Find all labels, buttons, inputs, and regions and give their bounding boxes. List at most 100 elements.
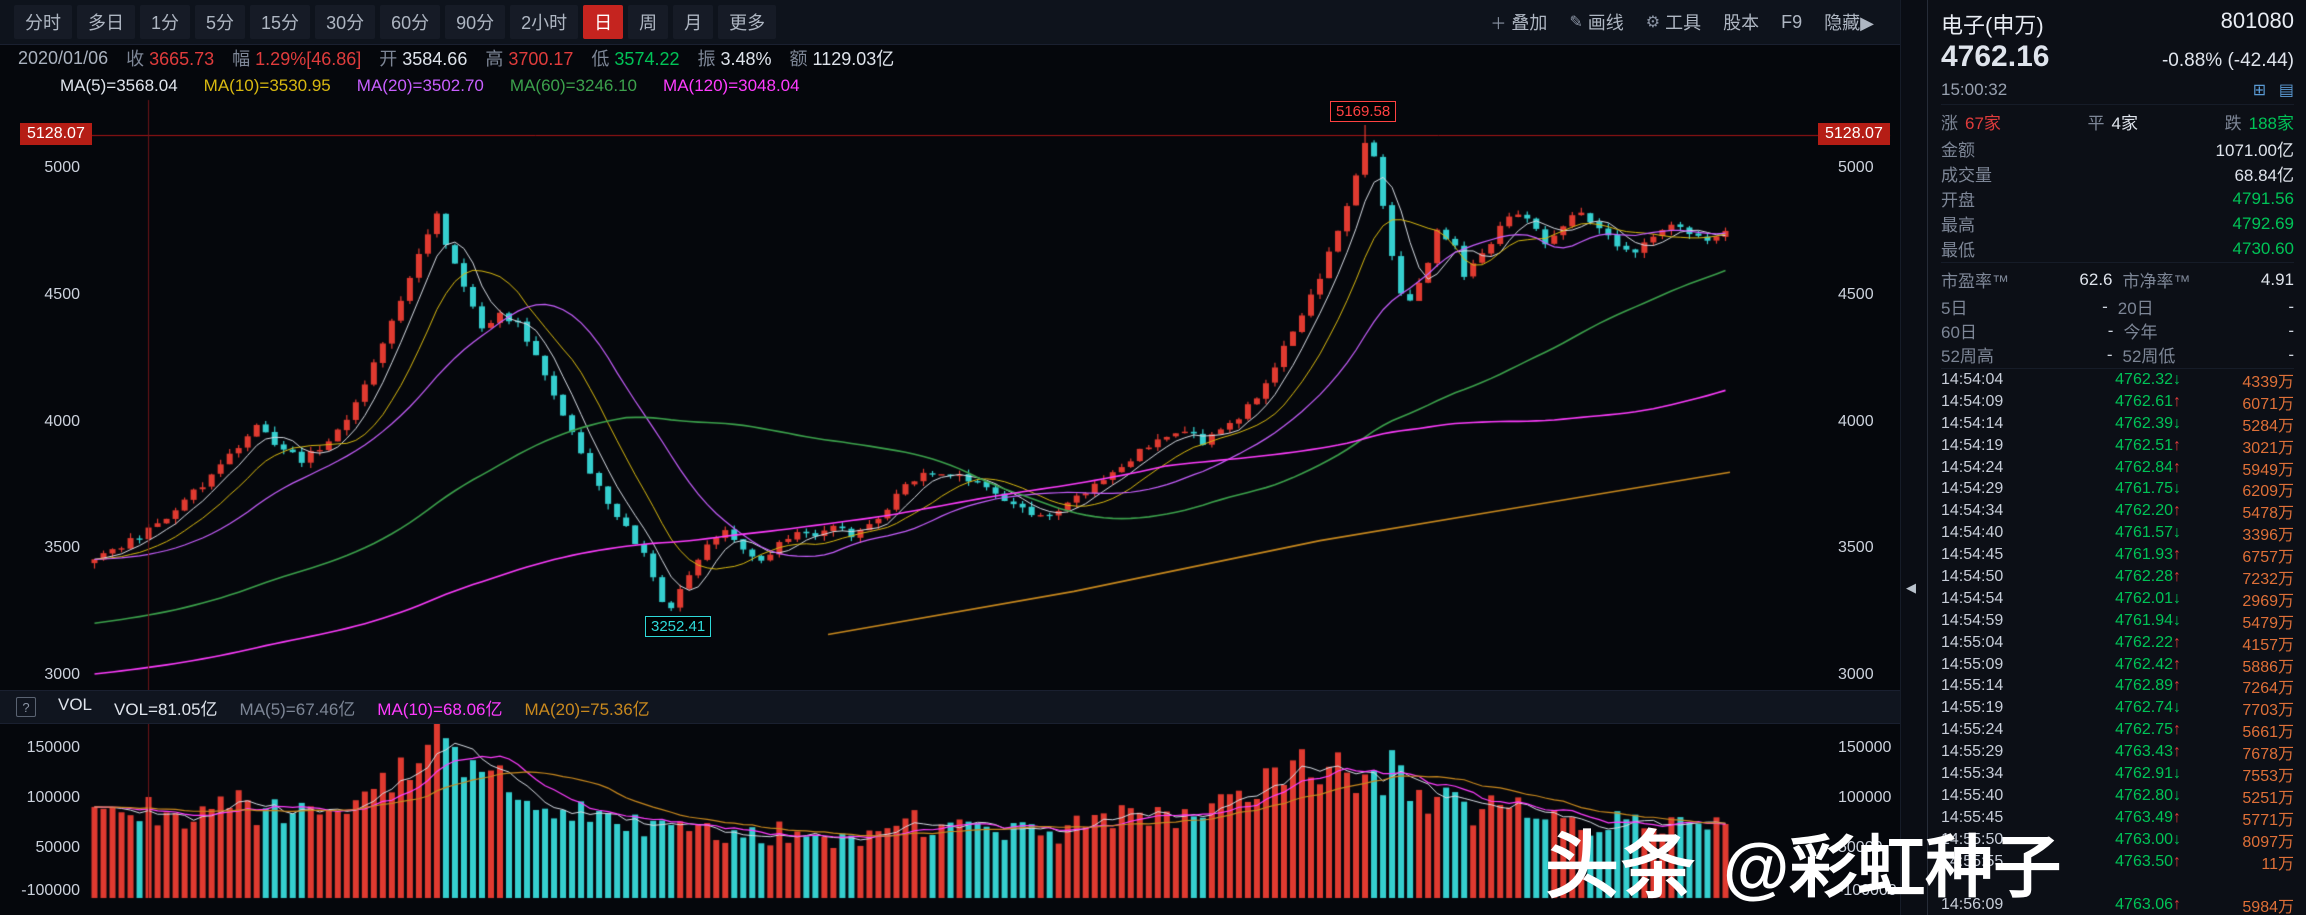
main-chart-canvas[interactable] [0, 0, 1900, 915]
tick-time: 14:54:59 [1941, 611, 2004, 629]
up-arrow-icon: ↑ [2173, 502, 2181, 520]
tab-1分[interactable]: 1分 [140, 5, 191, 39]
collapse-icon[interactable]: ◀ [1906, 580, 1916, 595]
quote-time: 15:00:32 [1941, 80, 2008, 99]
info-field-value: 3574.22 [614, 49, 680, 69]
tab-月[interactable]: 月 [673, 5, 714, 39]
volume-axis-label-right: -100000 [1838, 882, 1897, 899]
period-value: - [2102, 296, 2108, 316]
toolbar-button-label: 股本 [1723, 13, 1760, 33]
info-field-label: 高 [485, 49, 504, 69]
tick-price: 4762.61↑ [2041, 393, 2181, 411]
toolbar-button-F9[interactable]: F9 [1781, 12, 1802, 33]
top-toolbar: 分时 多日 1分 5分 15分 30分 60分 90分 2小时日周月更多 ＋叠加 ✎ 画线 ⚙ 工具 股本… [0, 0, 1900, 45]
tick-row: 14:55:24 4762.75↑ 5661万 [1941, 719, 2294, 741]
info-field-value: 1129.03亿 [812, 49, 895, 69]
stat-label: 最高 [1941, 216, 1975, 235]
period-label: 60日 [1941, 323, 1977, 342]
chart-mini-icon[interactable]: ⊞ [2252, 82, 2267, 99]
tick-row: 14:54:59 4761.94↓ 5479万 [1941, 610, 2294, 632]
tick-row: 14:55:14 4762.89↑ 7264万 [1941, 675, 2294, 697]
period-value: - [2288, 320, 2294, 340]
watermark-handle: @彩虹种子 [1723, 830, 2062, 906]
info-field-label: 幅 [232, 49, 251, 69]
info-field-value: 3700.17 [508, 49, 574, 69]
tick-price-text: 4761.57 [2115, 524, 2173, 542]
tick-price-text: 4762.75 [2115, 721, 2173, 739]
stat-row-最低: 最低 4730.60 [1941, 236, 2294, 261]
down-arrow-icon: ↓ [2173, 764, 2181, 782]
panel-icon-group: ⊞ ▤ [2245, 80, 2294, 100]
toolbar-button-股本[interactable]: 股本 [1723, 9, 1759, 35]
tick-price: 4762.01↓ [2041, 590, 2181, 608]
tick-price: 4762.75↑ [2041, 721, 2181, 739]
tab-15分[interactable]: 15分 [250, 5, 311, 39]
price-axis-label-right: 4000 [1838, 412, 1874, 430]
down-arrow-icon: ↓ [2173, 786, 2181, 804]
stat-label: 金额 [1941, 141, 1975, 160]
info-field-label: 低 [591, 49, 610, 69]
tick-row: 14:55:04 4762.22↑ 4157万 [1941, 632, 2294, 654]
tick-price-text: 4763.06 [2115, 896, 2173, 914]
period-label: 52周高 [1941, 347, 1994, 366]
up-arrow-icon: ↑ [2173, 655, 2181, 673]
tick-price: 4761.94↓ [2041, 612, 2181, 630]
instrument-code: 801080 [2220, 8, 2294, 33]
tick-time: 14:54:29 [1941, 480, 2004, 498]
tab-90分[interactable]: 90分 [445, 5, 506, 39]
tick-row: 14:54:34 4762.20↑ 5478万 [1941, 500, 2294, 522]
indicator-help-icon[interactable]: ? [16, 697, 36, 717]
volume-axis-label-right: 100000 [1838, 789, 1892, 806]
tab-30分[interactable]: 30分 [315, 5, 376, 39]
volume-axis-label-right: 150000 [1838, 739, 1892, 756]
tab-更多[interactable]: 更多 [718, 5, 777, 39]
tick-price-text: 4763.00 [2115, 830, 2173, 848]
tab-日[interactable]: 日 [583, 5, 624, 39]
tick-price-text: 4761.93 [2115, 546, 2173, 564]
panel-collapse-gutter[interactable]: ◀ [1900, 0, 1928, 915]
tick-volume: 5251万 [2242, 789, 2294, 807]
tick-price-text: 4762.61 [2115, 392, 2173, 410]
tick-list[interactable]: 14:54:04 4762.32↓ 4339万 14:54:09 4762.61↑ 607… [1941, 368, 2294, 915]
toolbar-button-画线[interactable]: ✎ 画线 [1569, 9, 1623, 35]
stats-table: 金额 1071.00亿 成交量 68.84亿 开盘 4791.56 最高 4792.69 最低 4… [1941, 136, 2294, 261]
tick-row: 14:55:50 4763.00↓ 8097万 [1941, 829, 2294, 851]
info-field-低: 低 3574.22 [591, 45, 679, 71]
toolbar-button-叠加[interactable]: ＋叠加 [1490, 9, 1547, 35]
price-axis-label-left: 5000 [44, 159, 80, 176]
period-label: 52周低 [2122, 347, 2176, 366]
tab-5分[interactable]: 5分 [195, 5, 246, 39]
tick-volume: 7264万 [2242, 680, 2294, 698]
toolbar-button-隐藏▶[interactable]: 隐藏▶ [1824, 9, 1874, 35]
stat-value: 4791.56 [2232, 188, 2294, 208]
tick-time: 14:55:24 [1941, 721, 2004, 739]
down-label: 跌 [2224, 113, 2242, 133]
tick-price-text: 4762.84 [2115, 458, 2173, 476]
stat-label: 成交量 [1941, 166, 1992, 185]
tick-price: 4762.20↑ [2041, 502, 2181, 520]
layout-icon[interactable]: ▤ [2278, 82, 2294, 99]
tick-price-text: 4761.94 [2115, 611, 2173, 629]
ma-legend-item: MA(120)=3048.04 [663, 76, 800, 95]
down-arrow-icon: ↓ [2173, 589, 2181, 607]
tick-time: 14:55:14 [1941, 677, 2004, 695]
tick-row: 14:55:34 4762.91↓ 7553万 [1941, 763, 2294, 785]
info-bar: 2020/01/06 收 3665.73 幅 1.29%[46.86] 开 3584.66… [0, 44, 1918, 72]
tab-2小时[interactable]: 2小时 [510, 5, 579, 39]
tab-周[interactable]: 周 [628, 5, 669, 39]
ref-price-label-left: 5128.07 [20, 123, 92, 145]
tick-row: 14:54:19 4762.51↑ 3021万 [1941, 435, 2294, 457]
tab-60分[interactable]: 60分 [380, 5, 441, 39]
tick-price: 4761.57↓ [2041, 524, 2181, 542]
toolbar-button-label: F9 [1781, 11, 1803, 32]
tick-time: 14:54:50 [1941, 567, 2004, 585]
tick-time: 14:55:29 [1941, 743, 2004, 761]
tab-多日[interactable]: 多日 [77, 5, 135, 39]
info-fields: 收 3665.73 幅 1.29%[46.86] 开 3584.66 高 3700.17 低 35… [126, 45, 894, 71]
watermark-logo: 头条 [1545, 824, 1697, 907]
toolbar-button-工具[interactable]: ⚙ 工具 [1646, 9, 1701, 35]
date-label: 2020/01/06 [18, 47, 109, 68]
tick-volume: 7703万 [2242, 702, 2294, 720]
tab-分时[interactable]: 分时 [14, 5, 72, 39]
ma-bar: MA(5)=3568.04 MA(10)=3530.95 MA(20)=3502.7… [0, 72, 1960, 100]
